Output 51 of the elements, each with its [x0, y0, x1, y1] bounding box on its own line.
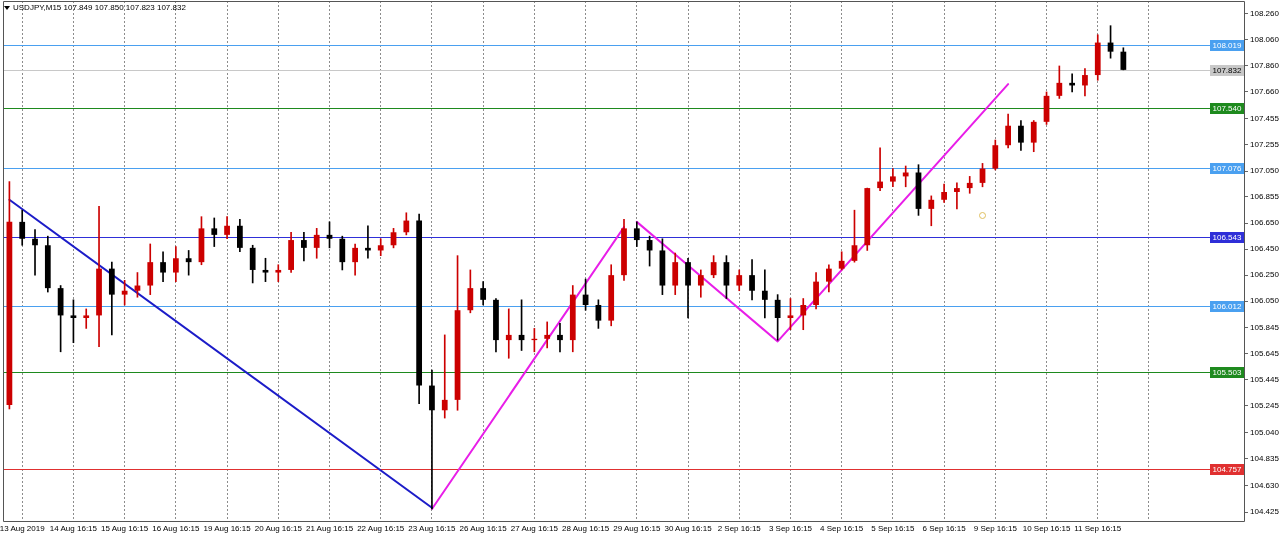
x-tick-label: 22 Aug 16:15 — [357, 524, 405, 533]
y-tick-label: 106.650 — [1250, 218, 1280, 228]
x-tick-label: 30 Aug 16:15 — [664, 524, 713, 533]
y-tick-label: 105.645 — [1250, 348, 1280, 358]
y-tick-label: 106.050 — [1250, 296, 1280, 306]
ref-line-label: 107.832 — [1212, 66, 1242, 76]
x-tick-label: 29 Aug 16:15 — [613, 524, 661, 533]
y-tick-label: 104.425 — [1250, 507, 1280, 517]
x-tick-label: 3 Sep 16:15 — [768, 524, 813, 533]
y-tick-label: 106.250 — [1250, 270, 1280, 280]
x-tick-label: 14 Aug 16:15 — [49, 524, 98, 533]
ref-line-label: 107.076 — [1212, 164, 1242, 174]
y-tick-label: 105.445 — [1250, 374, 1280, 384]
x-tick-label: 23 Aug 16:15 — [408, 524, 457, 533]
y-tick-label: 108.060 — [1250, 35, 1280, 45]
y-tick-label: 107.050 — [1250, 166, 1280, 176]
x-tick-label: 15 Aug 16:15 — [101, 524, 149, 533]
y-tick-label: 105.845 — [1250, 322, 1280, 332]
y-tick-label: 107.660 — [1250, 87, 1280, 97]
ref-line-label: 104.757 — [1212, 465, 1242, 475]
x-tick-label: 19 Aug 16:15 — [203, 524, 252, 533]
x-tick-label: 28 Aug 16:15 — [562, 524, 610, 533]
y-tick-label: 104.835 — [1250, 454, 1280, 464]
ref-line-label: 108.019 — [1212, 41, 1242, 51]
x-tick-label: 27 Aug 16:15 — [510, 524, 559, 533]
ref-line-label: 107.540 — [1212, 104, 1242, 114]
x-tick-label: 10 Sep 16:15 — [1022, 524, 1071, 533]
x-tick-label: 5 Sep 16:15 — [871, 524, 916, 533]
x-tick-label: 6 Sep 16:15 — [922, 524, 967, 533]
x-tick-label: 16 Aug 16:15 — [152, 524, 200, 533]
x-tick-label: 21 Aug 16:15 — [305, 524, 354, 533]
chart-title: USDJPY,M15 107.849 107.850 107.823 107.832 — [13, 3, 186, 13]
y-tick-label: 107.455 — [1250, 113, 1280, 123]
x-tick-label: 9 Sep 16:15 — [973, 524, 1018, 533]
y-tick-label: 105.040 — [1250, 427, 1280, 437]
y-tick-label: 106.855 — [1250, 191, 1280, 201]
x-tick-label: 4 Sep 16:15 — [820, 524, 864, 533]
y-tick-label: 106.450 — [1250, 244, 1280, 254]
x-tick-label: 13 Aug 2019 — [0, 524, 46, 533]
ref-line-label: 106.543 — [1212, 233, 1242, 243]
y-tick-label: 107.860 — [1250, 61, 1280, 71]
x-tick-label: 26 Aug 16:15 — [459, 524, 508, 533]
y-tick-label: 108.260 — [1250, 9, 1280, 19]
y-tick-label: 104.630 — [1250, 480, 1280, 490]
y-tick-label: 105.245 — [1250, 400, 1280, 410]
x-tick-label: 20 Aug 16:15 — [254, 524, 303, 533]
x-tick-label: 11 Sep 16:15 — [1074, 524, 1122, 533]
x-tick-label: 2 Sep 16:15 — [717, 524, 762, 533]
ref-line-label: 105.503 — [1212, 368, 1242, 378]
y-tick-label: 107.255 — [1250, 139, 1280, 149]
ref-line-label: 106.012 — [1212, 302, 1242, 312]
